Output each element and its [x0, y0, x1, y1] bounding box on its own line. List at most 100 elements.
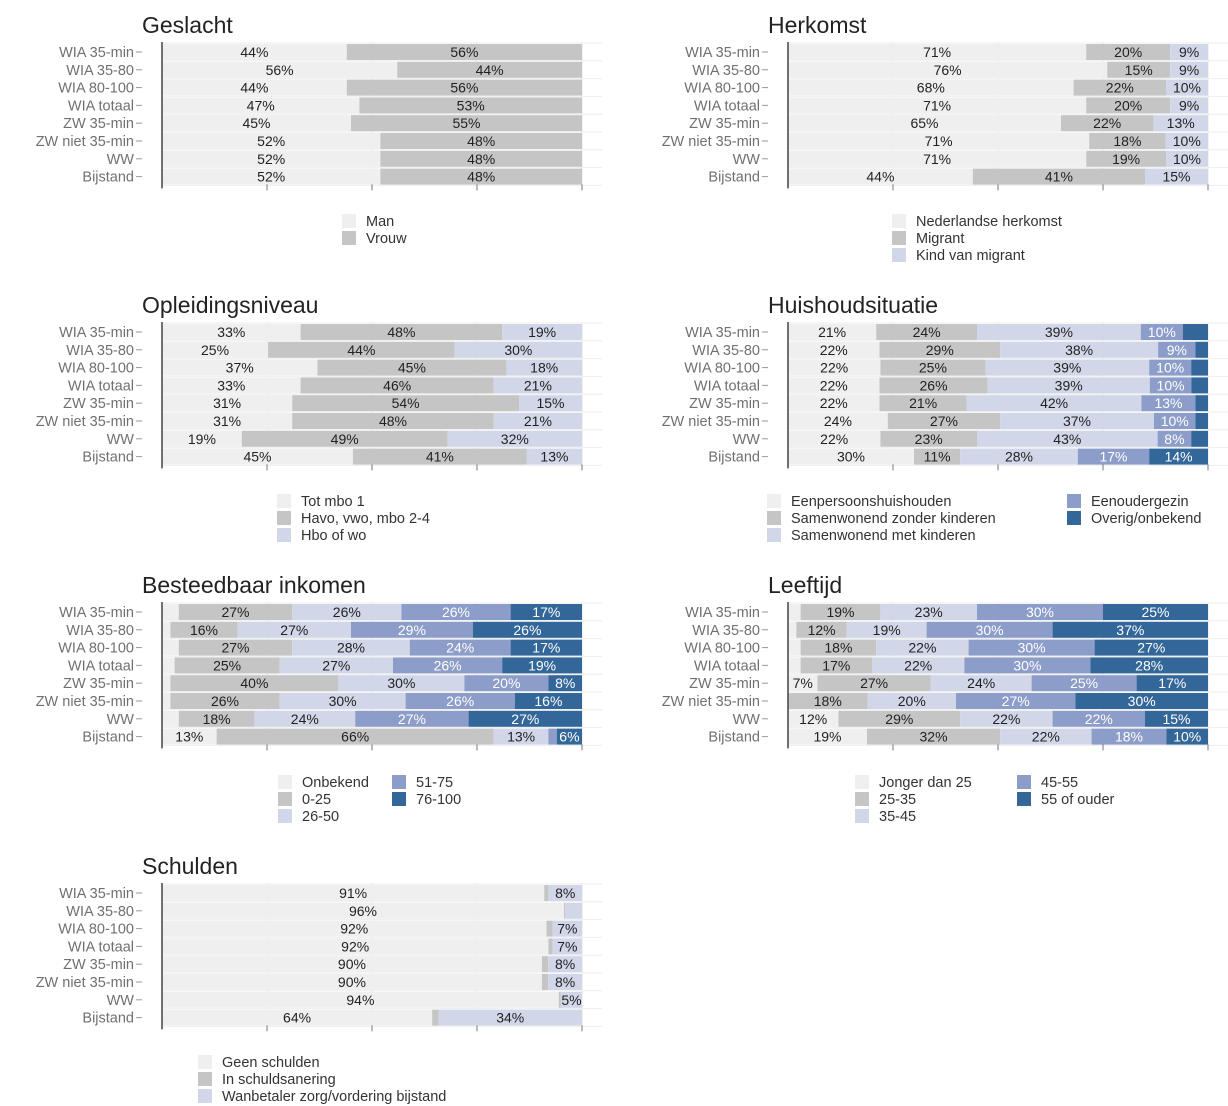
legend-label: 26-50: [302, 809, 339, 825]
category-label: WIA 35-80: [66, 343, 134, 359]
legend-label: Geen schulden: [222, 1055, 320, 1071]
category-label: WIA 35-min: [59, 886, 134, 902]
legend-label: Jonger dan 25: [879, 775, 972, 791]
chart-title: Geslacht: [142, 12, 233, 38]
bar-tot-mbo-1: [162, 395, 293, 412]
data-label: 18%: [1115, 729, 1143, 745]
bar-51-75: [351, 621, 473, 638]
bar-kind-van-migrant: [1153, 115, 1208, 132]
data-label: 15%: [1125, 62, 1153, 78]
category-label: WIA 35-min: [685, 325, 760, 341]
data-label: 45%: [242, 115, 270, 131]
data-label: 15%: [536, 395, 564, 411]
bar-kind-van-migrant: [1170, 97, 1208, 114]
bar-jonger-dan-25: [788, 710, 839, 727]
legend-label: Wanbetaler zorg/vordering bijstand: [222, 1089, 446, 1105]
data-label: 17%: [532, 640, 560, 656]
data-label: 21%: [524, 413, 552, 429]
data-label: 23%: [915, 604, 943, 620]
legend-swatch: [892, 231, 906, 245]
category-label: WW: [733, 152, 761, 168]
chart-geslacht: Geslacht WIA 35-min 44% 56% WIA 35-80 56% 44% W…: [36, 12, 602, 247]
legend-swatch: [198, 1089, 212, 1103]
legend-swatch: [198, 1055, 212, 1069]
data-label: 22%: [820, 342, 848, 358]
data-label: 37%: [1063, 413, 1091, 429]
category-label: WIA 35-80: [66, 904, 134, 920]
data-label: 15%: [1162, 711, 1190, 727]
chart-title: Schulden: [142, 853, 238, 879]
data-label: 54%: [392, 395, 420, 411]
bar-man: [162, 79, 347, 96]
data-label: 13%: [507, 729, 535, 745]
bar-vrouw: [380, 150, 582, 167]
bar-overig-onbekend: [1182, 324, 1208, 340]
bar-eenoudergezin: [1149, 359, 1192, 376]
data-label: 26%: [920, 377, 948, 393]
data-label: 25%: [201, 342, 229, 358]
bar-in-schuldsanering: [541, 956, 549, 973]
legend-label: Eenoudergezin: [1091, 494, 1189, 510]
data-label: 27%: [1002, 693, 1030, 709]
bar-45-55: [926, 621, 1053, 638]
data-label: 71%: [923, 151, 951, 167]
bar-vrouw: [359, 97, 582, 114]
bar-wanbetaler-zorg-vordering-bijstand: [560, 991, 582, 1008]
data-label: 9%: [1179, 97, 1199, 113]
data-label: 10%: [1173, 729, 1201, 745]
data-label: 25%: [919, 360, 947, 376]
data-label: 44%: [240, 44, 268, 60]
chart-opleidingsniveau: Opleidingsniveau WIA 35-min 33% 48% 19% WIA 3…: [36, 292, 602, 544]
bar-vrouw: [380, 133, 582, 149]
data-label: 91%: [339, 885, 367, 901]
category-label: ZW niet 35-min: [36, 414, 134, 430]
data-label: 39%: [1055, 377, 1083, 393]
category-label: WIA 80-100: [58, 641, 134, 657]
bar-wanbetaler-zorg-vordering-bijstand: [565, 902, 582, 919]
data-label: 7%: [557, 938, 577, 954]
data-label: 19%: [528, 324, 556, 340]
bar-eenpersoonshuishouden: [788, 359, 881, 376]
data-label: 65%: [910, 115, 938, 131]
data-label: 26%: [446, 693, 474, 709]
bar-nederlandse-herkomst: [788, 61, 1108, 78]
bar-26-50: [493, 728, 549, 745]
legend-swatch: [1017, 775, 1031, 789]
bar-geen-schulden: [162, 885, 545, 901]
chart-title: Huishoudsituatie: [768, 292, 938, 318]
bar-26-50: [279, 657, 393, 674]
bar-kind-van-migrant: [1166, 150, 1208, 167]
bar-0-25: [216, 728, 494, 745]
bar-overig-onbekend: [1191, 430, 1208, 447]
category-label: WIA totaal: [694, 98, 760, 114]
bar-in-schuldsanering: [563, 902, 566, 919]
bar-overig-onbekend: [1191, 377, 1208, 394]
data-label: 24%: [824, 413, 852, 429]
bar-onbekend: [162, 675, 171, 692]
bar-wanbetaler-zorg-vordering-bijstand: [552, 938, 582, 955]
category-label: WIA 35-80: [692, 343, 760, 359]
data-label: 10%: [1173, 151, 1201, 167]
bar-76-100: [548, 675, 582, 692]
bar-vrouw: [346, 44, 582, 60]
bar-jonger-dan-25: [788, 621, 797, 638]
category-label: ZW niet 35-min: [662, 694, 760, 710]
legend-swatch: [278, 792, 292, 806]
bar-geen-schulden: [162, 902, 564, 919]
data-label: 41%: [1045, 169, 1073, 185]
chart-title: Opleidingsniveau: [142, 292, 318, 318]
data-label: 24%: [446, 640, 474, 656]
legend-swatch: [342, 214, 356, 228]
data-label: 26%: [211, 693, 239, 709]
category-label: WW: [733, 432, 761, 448]
bar-76-100: [510, 639, 582, 656]
data-label: 5%: [561, 992, 581, 1008]
bar-in-schuldsanering: [548, 938, 553, 955]
legend-swatch: [892, 214, 906, 228]
bar-51-75: [355, 710, 469, 727]
legend-label: 55 of ouder: [1041, 792, 1115, 808]
bar-tot-mbo-1: [162, 430, 242, 447]
category-label: WIA totaal: [694, 378, 760, 394]
bar-samenwonend-zonder-kinderen: [880, 359, 986, 376]
data-label: 56%: [266, 62, 294, 78]
